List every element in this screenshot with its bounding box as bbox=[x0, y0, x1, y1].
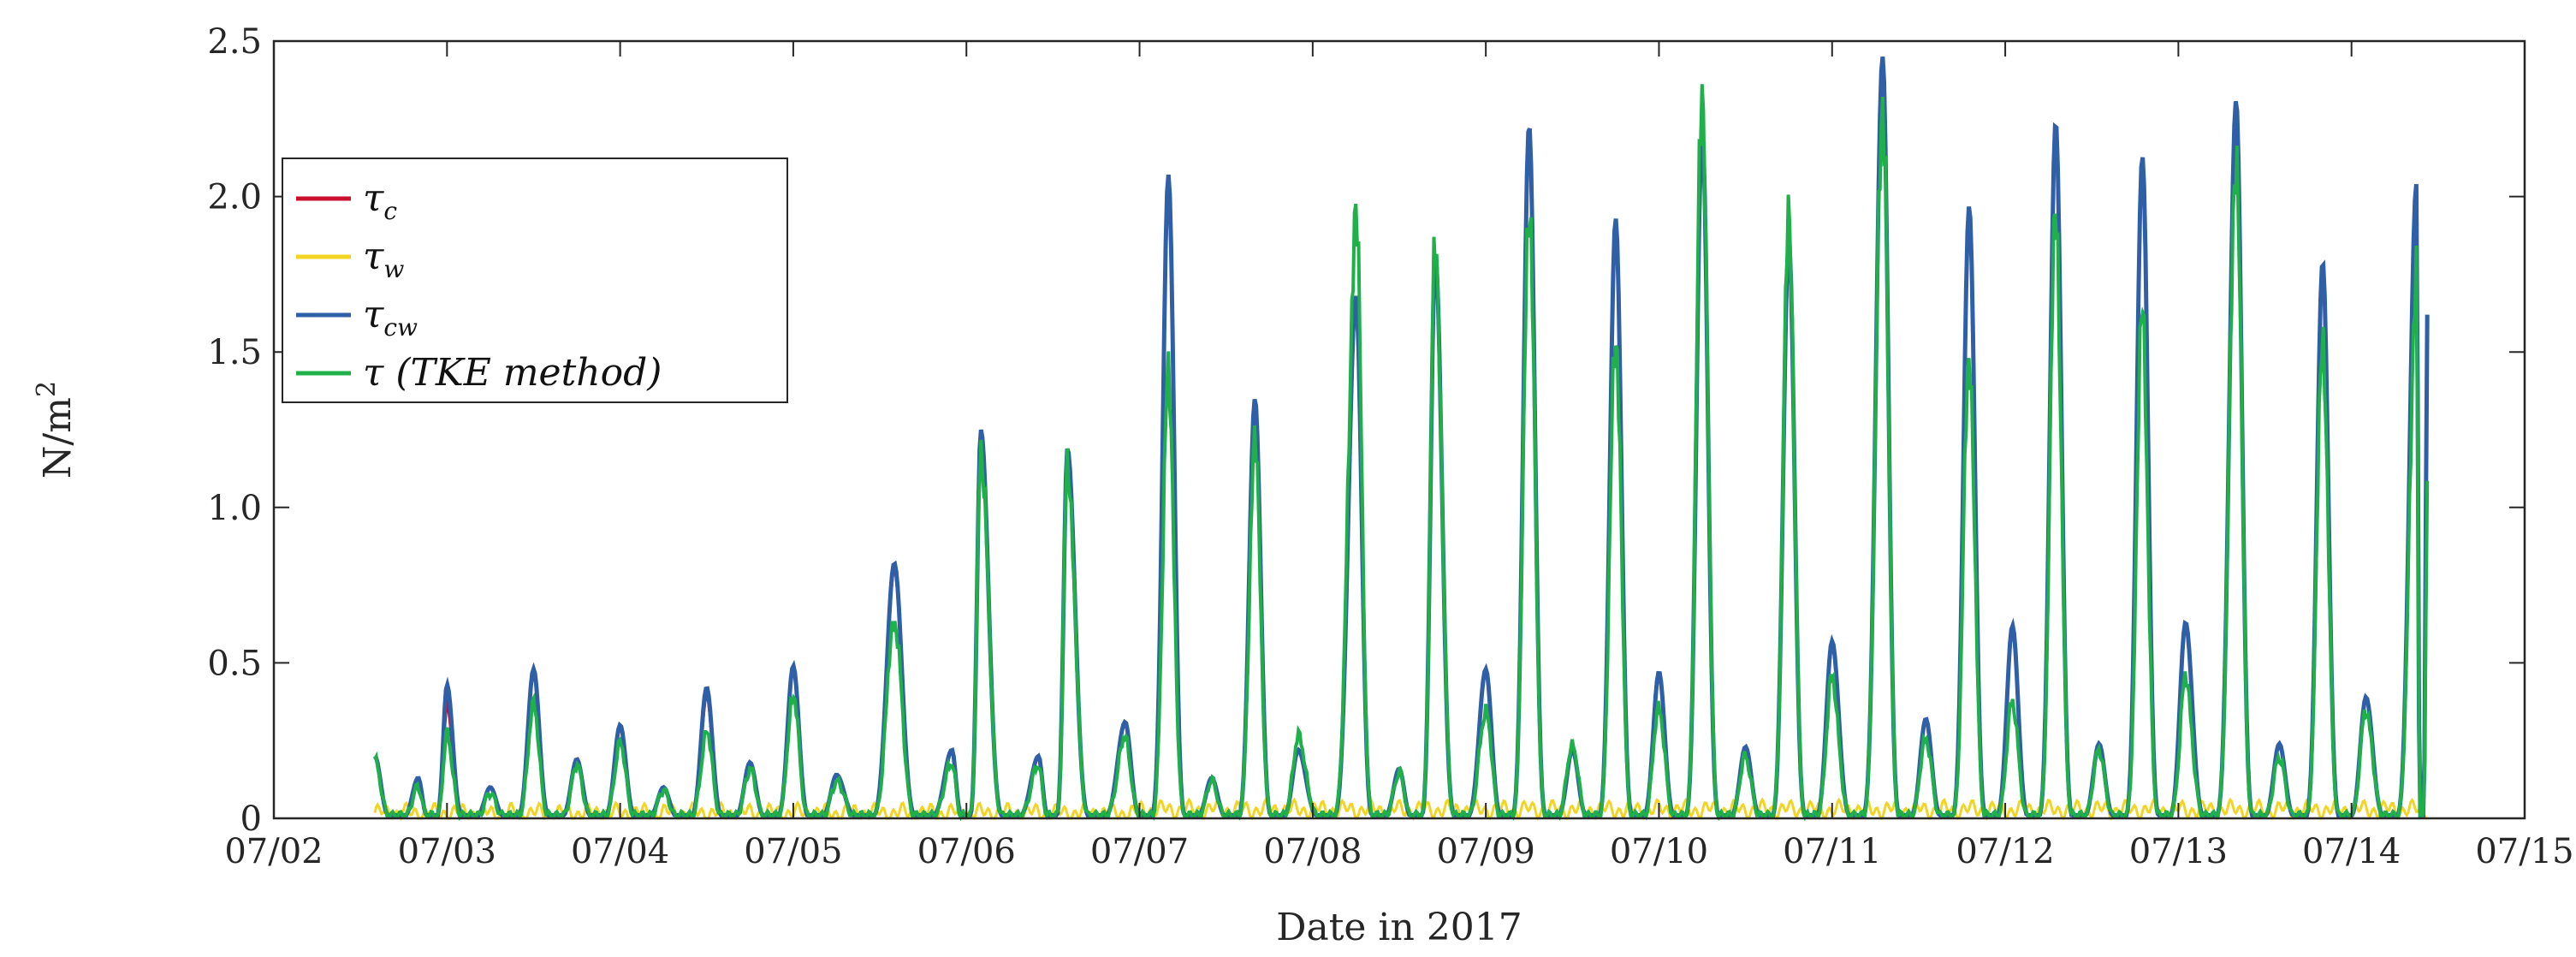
tick-layer: 0 0.5 1.0 1.5 2.0 2.5 07/02 07/03 07/04 07/05 07/0… bbox=[207, 22, 2573, 871]
legend-entry-suffix: (TKE method) bbox=[383, 351, 662, 395]
x-tick-label: 07/08 bbox=[1263, 832, 1362, 871]
legend-entry-subscript: c bbox=[383, 197, 397, 225]
x-tick-label: 07/13 bbox=[2129, 832, 2228, 871]
x-tick-label: 07/12 bbox=[1956, 832, 2054, 871]
x-tick-label: 07/05 bbox=[744, 832, 842, 871]
y-axis-label-exponent: 2 bbox=[32, 381, 62, 397]
y-tick-label: 1.5 bbox=[207, 333, 262, 372]
legend-box bbox=[282, 158, 788, 403]
legend-entry-label: τcw bbox=[363, 293, 418, 342]
legend-entry-symbol: τ bbox=[363, 351, 384, 395]
legend-entry-label: τc bbox=[363, 176, 397, 225]
x-tick-label: 07/10 bbox=[1610, 832, 1708, 871]
legend-entry-symbol: τ bbox=[363, 176, 384, 220]
legend-entry-symbol: τ bbox=[363, 235, 384, 278]
legend-entry-subscript: w bbox=[383, 255, 404, 283]
series-line-tau-tke bbox=[373, 84, 2430, 822]
x-tick-label: 07/14 bbox=[2302, 832, 2401, 871]
y-tick-label: 0.5 bbox=[207, 644, 262, 683]
y-axis-label-unit: N/m bbox=[36, 397, 80, 478]
legend-entry-subscript: cw bbox=[383, 313, 418, 342]
x-tick-label: 07/07 bbox=[1090, 832, 1189, 871]
plot-frame bbox=[272, 39, 2526, 820]
x-tick-label: 07/04 bbox=[571, 832, 669, 871]
y-tick-label: 2.5 bbox=[207, 22, 262, 62]
x-tick-label: 07/03 bbox=[398, 832, 496, 871]
x-tick-label: 07/09 bbox=[1437, 832, 1535, 871]
x-tick-label: 07/06 bbox=[917, 832, 1016, 871]
legend-entry-label: τw bbox=[363, 235, 404, 283]
y-tick-label: 2.0 bbox=[207, 178, 262, 217]
legend-entry-label: τ (TKE method) bbox=[363, 351, 662, 395]
y-axis-label: N/m2 bbox=[32, 381, 80, 478]
x-axis-label: Date in 2017 bbox=[1276, 906, 1522, 949]
y-tick-label: 1.0 bbox=[207, 489, 262, 528]
x-tick-label: 07/11 bbox=[1783, 832, 1881, 871]
legend-entry-symbol: τ bbox=[363, 293, 384, 336]
y-tick-label: 0 bbox=[240, 799, 262, 839]
series-layer bbox=[373, 56, 2430, 822]
x-tick-label: 07/15 bbox=[2475, 832, 2573, 871]
x-tick-label: 07/02 bbox=[224, 832, 323, 871]
